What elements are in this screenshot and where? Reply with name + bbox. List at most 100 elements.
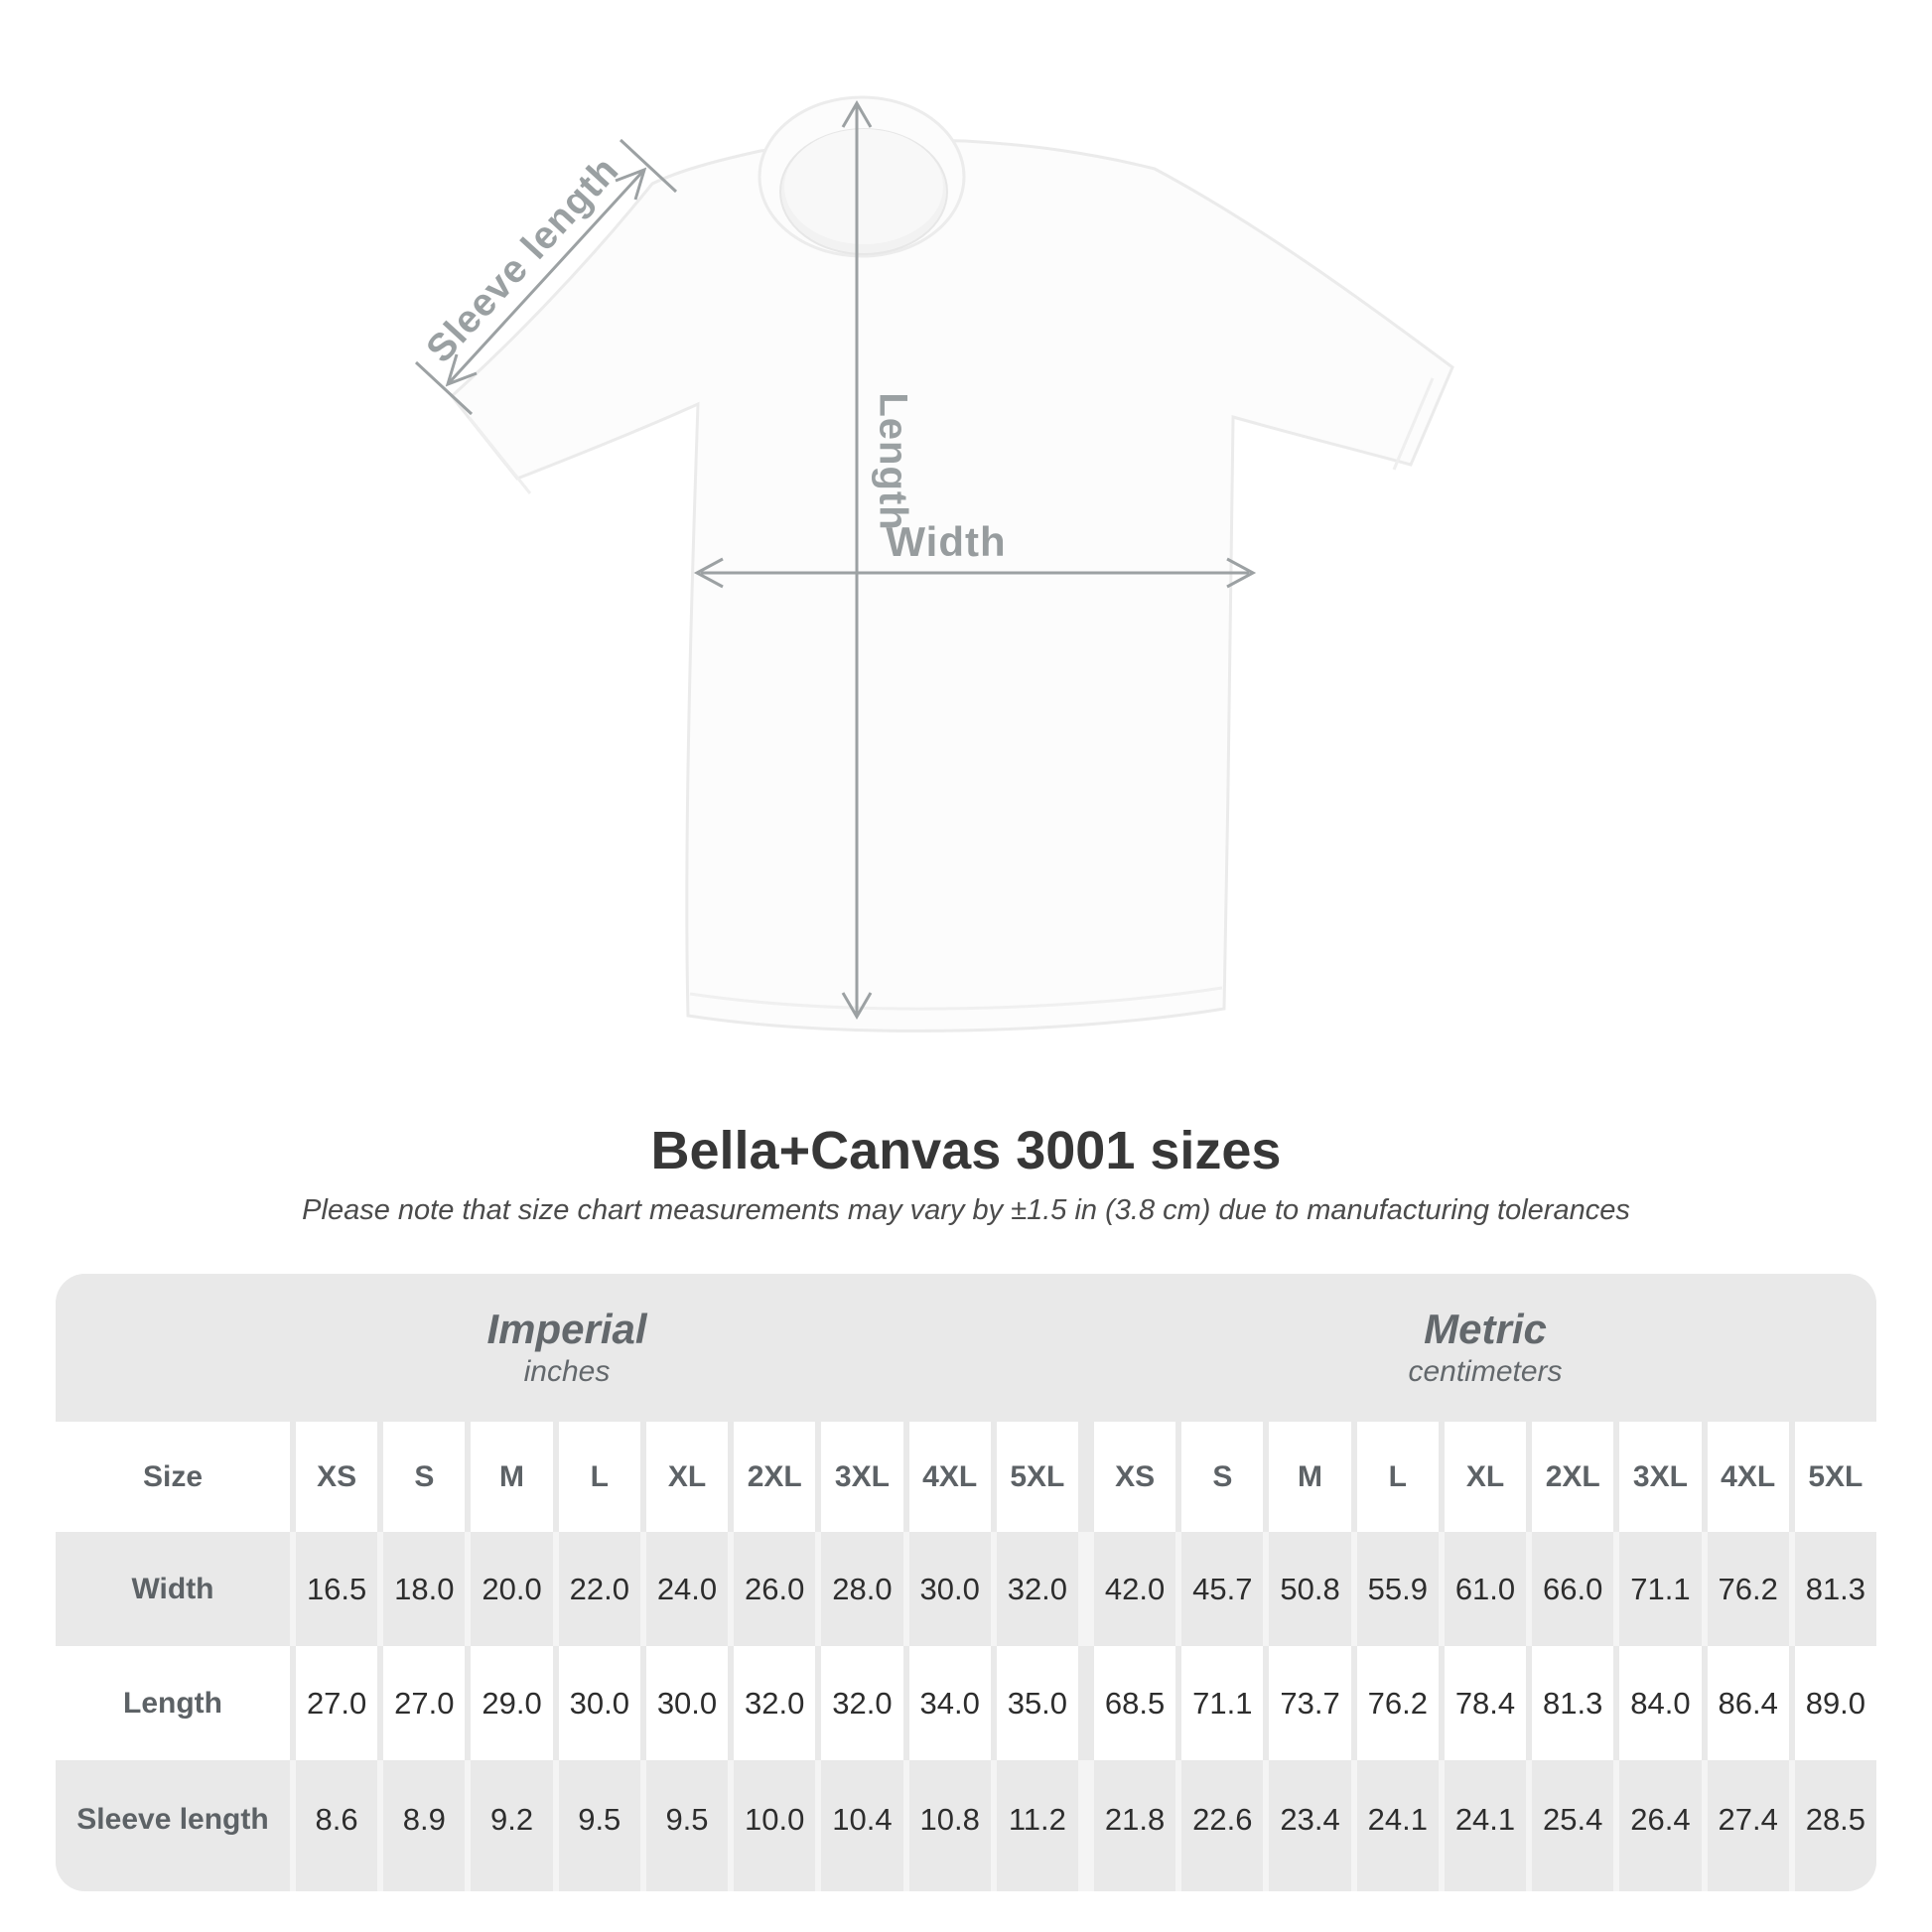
length-arrow [841,100,873,1020]
unit-group-separator [1084,1532,1088,1646]
size-header-cell: S [383,1422,466,1532]
value-cell-metric: 68.5 [1093,1646,1176,1760]
size-header-cell: S [1181,1422,1264,1532]
value-cell-metric: 73.7 [1269,1646,1351,1760]
tolerance-note: Please note that size chart measurements… [302,1194,1630,1226]
imperial-header: Imperial inches [56,1274,1078,1422]
value-cell-imperial: 9.5 [558,1760,640,1891]
value-cell-metric: 24.1 [1356,1760,1439,1891]
value-cell-imperial: 32.0 [734,1646,816,1760]
size-column-header: Size [56,1422,290,1532]
unit-group-separator [1084,1760,1088,1891]
size-header-cell: L [1356,1422,1439,1532]
size-header-cell: 5XL [996,1422,1078,1532]
value-cell-metric: 81.3 [1532,1646,1614,1760]
tshirt-graphic [449,95,1454,1033]
value-cell-metric: 42.0 [1093,1532,1176,1646]
sleeve-length-arrow [414,138,678,416]
value-cell-imperial: 32.0 [821,1646,903,1760]
table-row: Sleeve length 8.6 8.9 9.2 9.5 9.5 10.0 10.4 10.8… [56,1760,1876,1891]
size-header-cell: XS [1093,1422,1176,1532]
size-header-cell: 4XL [1707,1422,1789,1532]
size-header-cell: 2XL [1532,1422,1614,1532]
value-cell-imperial: 29.0 [471,1646,553,1760]
row-label: Width [56,1532,290,1646]
value-cell-metric: 66.0 [1532,1532,1614,1646]
value-cell-imperial: 27.0 [383,1646,466,1760]
table-row: Width 16.5 18.0 20.0 22.0 24.0 26.0 28.0 30.0 32.… [56,1532,1876,1646]
value-cell-metric: 76.2 [1356,1646,1439,1760]
value-cell-metric: 23.4 [1269,1760,1351,1891]
value-cell-metric: 26.4 [1619,1760,1702,1891]
value-cell-imperial: 22.0 [558,1532,640,1646]
size-header-cell: M [471,1422,553,1532]
size-header-cell: 3XL [1619,1422,1702,1532]
size-header-cell: XL [645,1422,729,1532]
size-header-cell: L [558,1422,640,1532]
value-cell-imperial: 16.5 [296,1532,378,1646]
value-cell-imperial: 8.9 [383,1760,466,1891]
value-cell-imperial: 30.0 [908,1532,991,1646]
value-cell-metric: 25.4 [1532,1760,1614,1891]
value-cell-imperial: 27.0 [296,1646,378,1760]
metric-units: centimeters [1408,1354,1563,1388]
value-cell-metric: 21.8 [1093,1760,1176,1891]
value-cell-imperial: 30.0 [645,1646,729,1760]
unit-group-separator [1084,1646,1088,1760]
page-title: Bella+Canvas 3001 sizes [650,1121,1282,1180]
width-label: Width [886,518,1007,565]
value-cell-imperial: 11.2 [996,1760,1078,1891]
value-cell-metric: 71.1 [1619,1532,1702,1646]
value-cell-imperial: 9.2 [471,1760,553,1891]
value-cell-imperial: 9.5 [645,1760,729,1891]
value-cell-metric: 76.2 [1707,1532,1789,1646]
row-label: Length [56,1646,290,1760]
imperial-units: inches [523,1354,611,1388]
value-cell-imperial: 8.6 [296,1760,378,1891]
value-cell-metric: 61.0 [1444,1532,1527,1646]
value-cell-metric: 81.3 [1794,1532,1876,1646]
value-cell-imperial: 18.0 [383,1532,466,1646]
value-cell-metric: 84.0 [1619,1646,1702,1760]
imperial-label: Imperial [486,1305,647,1352]
value-cell-metric: 89.0 [1794,1646,1876,1760]
value-cell-metric: 55.9 [1356,1532,1439,1646]
value-cell-metric: 78.4 [1444,1646,1527,1760]
value-cell-metric: 86.4 [1707,1646,1789,1760]
metric-header: Metric centimeters [1094,1274,1876,1422]
value-cell-metric: 71.1 [1181,1646,1264,1760]
value-cell-imperial: 10.4 [821,1760,903,1891]
size-table-body: Size XS S M L XL 2XL 3XL 4XL 5XL XS S M L XL 2XL 3XL 4XL 5… [56,1422,1876,1891]
size-header-cell: 5XL [1794,1422,1876,1532]
size-header-cell: 3XL [821,1422,903,1532]
row-label: Sleeve length [56,1760,290,1891]
value-cell-imperial: 34.0 [908,1646,991,1760]
value-cell-imperial: 26.0 [734,1532,816,1646]
value-cell-imperial: 10.8 [908,1760,991,1891]
value-cell-imperial: 10.0 [734,1760,816,1891]
value-cell-imperial: 32.0 [996,1532,1078,1646]
value-cell-imperial: 28.0 [821,1532,903,1646]
width-arrow [693,557,1257,589]
table-row: Length 27.0 27.0 29.0 30.0 30.0 32.0 32.0 34.0 35… [56,1646,1876,1760]
value-cell-metric: 28.5 [1794,1760,1876,1891]
size-header-cell: M [1269,1422,1351,1532]
value-cell-imperial: 24.0 [645,1532,729,1646]
value-cell-imperial: 20.0 [471,1532,553,1646]
metric-label: Metric [1424,1305,1547,1352]
value-cell-imperial: 30.0 [558,1646,640,1760]
value-cell-metric: 27.4 [1707,1760,1789,1891]
value-cell-metric: 50.8 [1269,1532,1351,1646]
value-cell-metric: 22.6 [1181,1760,1264,1891]
size-header-cell: XS [296,1422,378,1532]
unit-group-separator [1084,1422,1088,1532]
measurement-arrows [414,100,1257,1020]
length-label: Length [871,392,915,531]
value-cell-metric: 45.7 [1181,1532,1264,1646]
size-header-cell: 2XL [734,1422,816,1532]
value-cell-imperial: 35.0 [996,1646,1078,1760]
size-table: Imperial inches Metric centimeters Size X… [56,1274,1876,1891]
value-cell-metric: 24.1 [1444,1760,1527,1891]
